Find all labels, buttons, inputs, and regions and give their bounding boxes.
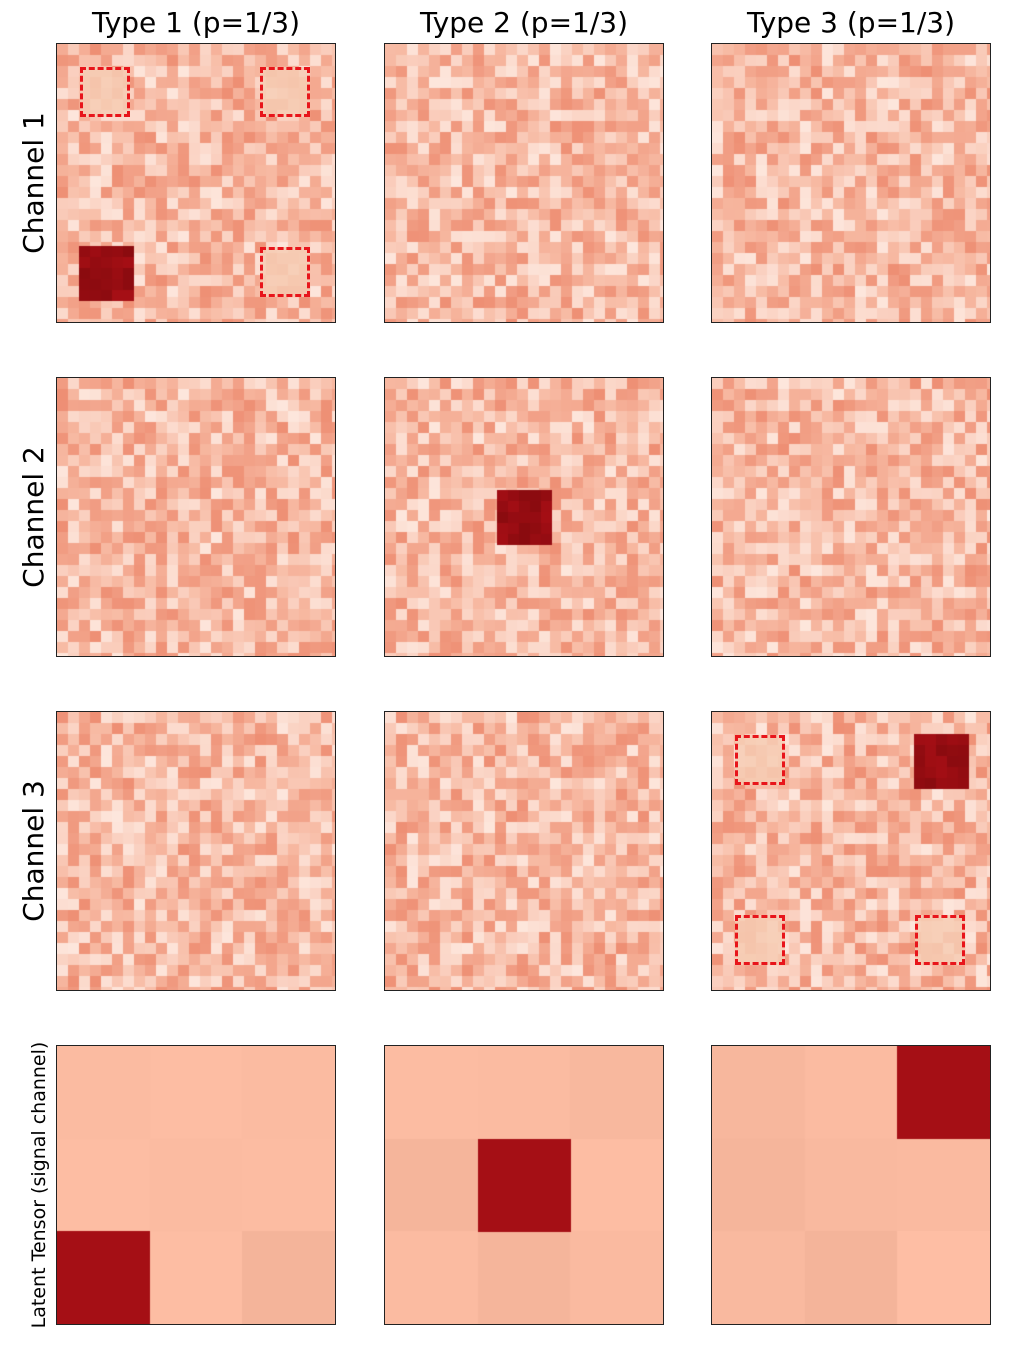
dashed-candidate-box <box>915 915 965 965</box>
panel-channel-3-type-1 <box>56 711 336 991</box>
panel-latent-type-1 <box>56 1045 336 1325</box>
dashed-candidate-box <box>260 67 310 117</box>
panel-latent-type-2 <box>384 1045 664 1325</box>
panel-channel-2-type-1 <box>56 377 336 657</box>
panel-channel-2-type-3 <box>711 377 991 657</box>
dashed-candidate-box <box>80 67 130 117</box>
panel-channel-1-type-2 <box>384 43 664 323</box>
panel-channel-1-type-1 <box>56 43 336 323</box>
dashed-candidate-box <box>260 247 310 297</box>
row-label-channel-2: Channel 2 <box>17 446 50 588</box>
row-label-channel-1: Channel 1 <box>17 112 50 254</box>
row-label-latent-tensor: Latent Tensor (signal channel) <box>28 1041 50 1329</box>
panel-channel-2-type-2 <box>384 377 664 657</box>
row-label-channel-3: Channel 3 <box>17 780 50 922</box>
panel-channel-3-type-3 <box>711 711 991 991</box>
column-title-type-3: Type 3 (p=1/3) <box>746 6 956 39</box>
panel-channel-3-type-2 <box>384 711 664 991</box>
column-title-type-1: Type 1 (p=1/3) <box>91 6 301 39</box>
column-title-type-2: Type 2 (p=1/3) <box>419 6 629 39</box>
dashed-candidate-box <box>735 915 785 965</box>
dashed-candidate-box <box>735 735 785 785</box>
panel-channel-1-type-3 <box>711 43 991 323</box>
panel-latent-type-3 <box>711 1045 991 1325</box>
